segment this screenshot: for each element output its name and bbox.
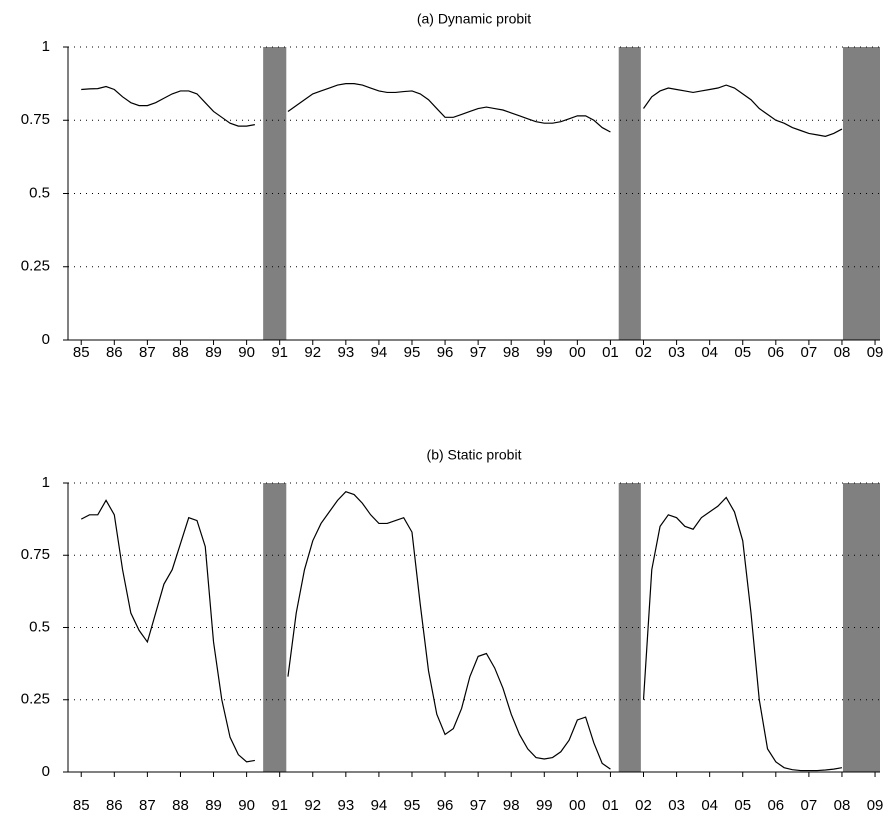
x-tick-label: 92 [304, 797, 321, 814]
x-tick-label: 89 [205, 797, 222, 814]
x-tick-label: 05 [734, 344, 751, 361]
y-tick-label: 0.25 [21, 258, 50, 275]
x-tick-label: 06 [767, 797, 784, 814]
chart-title: (a) Dynamic probit [417, 11, 531, 27]
x-tick-label: 88 [172, 797, 189, 814]
y-tick-label: 0.75 [21, 546, 50, 563]
recession-band [842, 483, 880, 772]
x-tick-label: 89 [205, 344, 222, 361]
x-tick-label: 04 [701, 344, 718, 361]
series-line [80, 499, 255, 763]
x-tick-label: 08 [834, 344, 851, 361]
x-tick-label: 94 [371, 797, 388, 814]
x-tick-label: 97 [470, 797, 487, 814]
x-tick-label: 05 [734, 797, 751, 814]
x-tick-label: 91 [271, 344, 288, 361]
series-line [287, 490, 611, 770]
series-line [81, 85, 255, 127]
x-tick-label: 94 [371, 344, 388, 361]
x-tick-label: 91 [271, 797, 288, 814]
x-tick-label: 98 [503, 797, 520, 814]
recession-band [842, 47, 880, 340]
x-tick-label: 90 [238, 344, 255, 361]
x-tick-label: 00 [569, 797, 586, 814]
series-line [643, 84, 843, 137]
recession-band [263, 47, 287, 340]
x-tick-label: 86 [106, 797, 123, 814]
y-tick-label: 0.5 [29, 618, 50, 635]
x-tick-label: 04 [701, 797, 718, 814]
x-tick-label: 95 [404, 344, 421, 361]
x-tick-label: 92 [304, 344, 321, 361]
y-tick-label: 0.75 [21, 111, 50, 128]
x-tick-label: 88 [172, 344, 189, 361]
x-tick-label: 07 [801, 797, 818, 814]
x-tick-label: 87 [139, 344, 156, 361]
x-tick-label: 85 [73, 797, 90, 814]
recession-band [263, 483, 287, 772]
y-tick-label: 0 [42, 763, 50, 780]
x-tick-label: 86 [106, 344, 123, 361]
x-tick-label: 96 [437, 797, 454, 814]
x-tick-label: 99 [536, 344, 553, 361]
x-tick-label: 07 [801, 344, 818, 361]
x-tick-label: 01 [602, 344, 619, 361]
x-tick-label: 09 [867, 797, 884, 814]
x-tick-label: 09 [867, 344, 884, 361]
x-tick-label: 01 [602, 797, 619, 814]
y-tick-label: 1 [42, 474, 50, 491]
x-tick-label: 03 [668, 344, 685, 361]
series-line [642, 496, 843, 772]
x-tick-label: 99 [536, 797, 553, 814]
x-tick-label: 97 [470, 344, 487, 361]
recession-band [618, 483, 641, 772]
x-tick-label: 00 [569, 344, 586, 361]
x-tick-label: 95 [404, 797, 421, 814]
y-tick-label: 0 [42, 331, 50, 348]
x-tick-label: 93 [337, 344, 354, 361]
x-tick-label: 87 [139, 797, 156, 814]
x-tick-label: 03 [668, 797, 685, 814]
x-tick-label: 90 [238, 797, 255, 814]
x-tick-label: 96 [437, 344, 454, 361]
x-tick-label: 93 [337, 797, 354, 814]
x-tick-label: 08 [834, 797, 851, 814]
recession-band [618, 47, 641, 340]
chart-title: (b) Static probit [427, 447, 522, 463]
x-tick-label: 98 [503, 344, 520, 361]
x-tick-label: 02 [635, 344, 652, 361]
x-tick-label: 02 [635, 797, 652, 814]
series-line [287, 83, 611, 133]
x-tick-label: 85 [73, 344, 90, 361]
x-tick-label: 06 [767, 344, 784, 361]
y-tick-label: 0.25 [21, 691, 50, 708]
y-tick-label: 0.5 [29, 184, 50, 201]
y-tick-label: 1 [42, 38, 50, 55]
